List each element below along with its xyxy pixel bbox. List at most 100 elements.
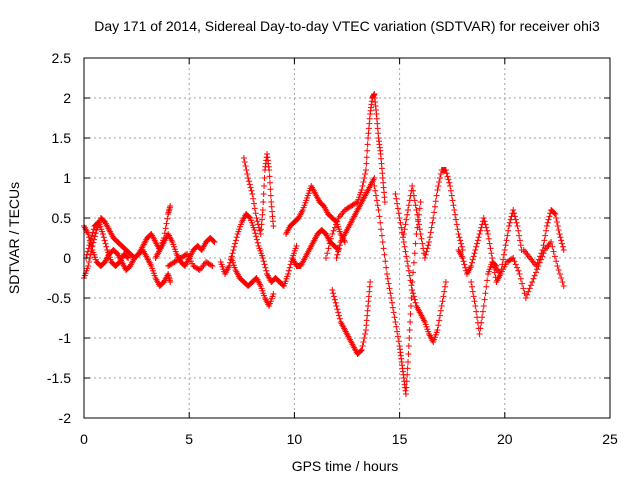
data-point [414, 211, 421, 218]
data-point [516, 232, 523, 239]
data-point [553, 219, 560, 225]
y-tick-label: -2 [59, 410, 72, 426]
data-point [253, 215, 260, 221]
series-arc-t [520, 207, 567, 269]
data-point [426, 234, 433, 241]
data-point [394, 205, 401, 212]
data-point [226, 263, 233, 269]
data-point [385, 280, 392, 287]
data-point [240, 155, 247, 161]
data-point [358, 347, 365, 353]
data-point [85, 245, 92, 252]
data-point [378, 226, 385, 233]
grid-layer [84, 58, 610, 418]
data-point [411, 197, 418, 204]
series-arc-h [240, 151, 277, 237]
series-arc-g [228, 255, 277, 309]
data-point [390, 309, 397, 316]
data-point [559, 279, 566, 285]
data-point [546, 213, 553, 220]
data-point [479, 308, 486, 315]
data-point [447, 187, 454, 194]
data-point [432, 198, 439, 205]
data-point [524, 291, 531, 298]
data-point [510, 207, 517, 213]
data-point [430, 215, 437, 221]
data-point [484, 231, 491, 237]
data-point [534, 259, 541, 266]
data-point [483, 283, 490, 290]
data-point [410, 187, 417, 194]
data-point [403, 384, 410, 391]
data-point [484, 227, 491, 234]
data-point [409, 287, 416, 293]
data-point [402, 391, 409, 397]
data-point [417, 199, 424, 205]
data-point [246, 181, 253, 188]
data-point [483, 224, 490, 231]
data-point [456, 234, 463, 241]
data-point [84, 248, 91, 255]
data-point [560, 283, 567, 289]
data-point [405, 207, 412, 213]
data-point [421, 255, 428, 261]
data-point [261, 183, 268, 189]
series-arc-p [400, 167, 466, 261]
data-point [558, 275, 565, 281]
data-point [560, 247, 567, 253]
data-point [422, 251, 429, 258]
data-point [559, 243, 566, 250]
data-point [87, 239, 94, 245]
data-point [401, 243, 408, 250]
data-point [481, 218, 488, 225]
data-point [552, 211, 559, 217]
data-point [362, 331, 369, 337]
data-point [230, 247, 237, 253]
data-point [541, 237, 548, 244]
data-point [329, 231, 336, 237]
data-point [515, 267, 522, 274]
data-point [540, 242, 547, 249]
data-point [418, 235, 425, 242]
data-point [336, 245, 343, 252]
data-point [287, 261, 294, 268]
data-point [90, 239, 97, 246]
data-point [99, 231, 106, 237]
data-point [470, 293, 477, 300]
data-point [88, 235, 95, 242]
axis-ticks: -2 -1.5 -1 -0.5 0 0.5 1 1.5 2 2.5 0 5 10 15 20 25 [47, 50, 618, 447]
data-point [253, 233, 260, 240]
data-point [357, 347, 364, 354]
data-point [437, 171, 444, 177]
data-point [533, 263, 540, 269]
data-point [242, 163, 249, 169]
data-point [544, 219, 551, 226]
data-point [479, 314, 486, 321]
data-point [195, 266, 202, 273]
data-point [85, 231, 92, 237]
data-point [259, 255, 266, 261]
data-point [402, 248, 409, 255]
data-point [210, 238, 217, 245]
data-point [410, 293, 417, 300]
data-point [379, 239, 386, 245]
data-point [286, 264, 293, 271]
data-point [359, 343, 366, 349]
chart-title: Day 171 of 2014, Sidereal Day-to-day VTE… [94, 18, 600, 34]
x-tick-label: 25 [602, 431, 618, 447]
data-point [482, 290, 489, 297]
data-point [386, 285, 393, 292]
data-point [472, 247, 479, 253]
data-point [404, 371, 411, 378]
data-point [527, 282, 534, 289]
data-point [532, 269, 539, 276]
data-point [437, 307, 444, 314]
data-point [361, 175, 368, 181]
data-point [403, 216, 410, 223]
data-point [525, 288, 532, 295]
data-point [438, 303, 445, 309]
y-tick-label: 2.5 [52, 50, 72, 66]
data-point [334, 218, 341, 225]
series-arc-o [392, 191, 449, 345]
